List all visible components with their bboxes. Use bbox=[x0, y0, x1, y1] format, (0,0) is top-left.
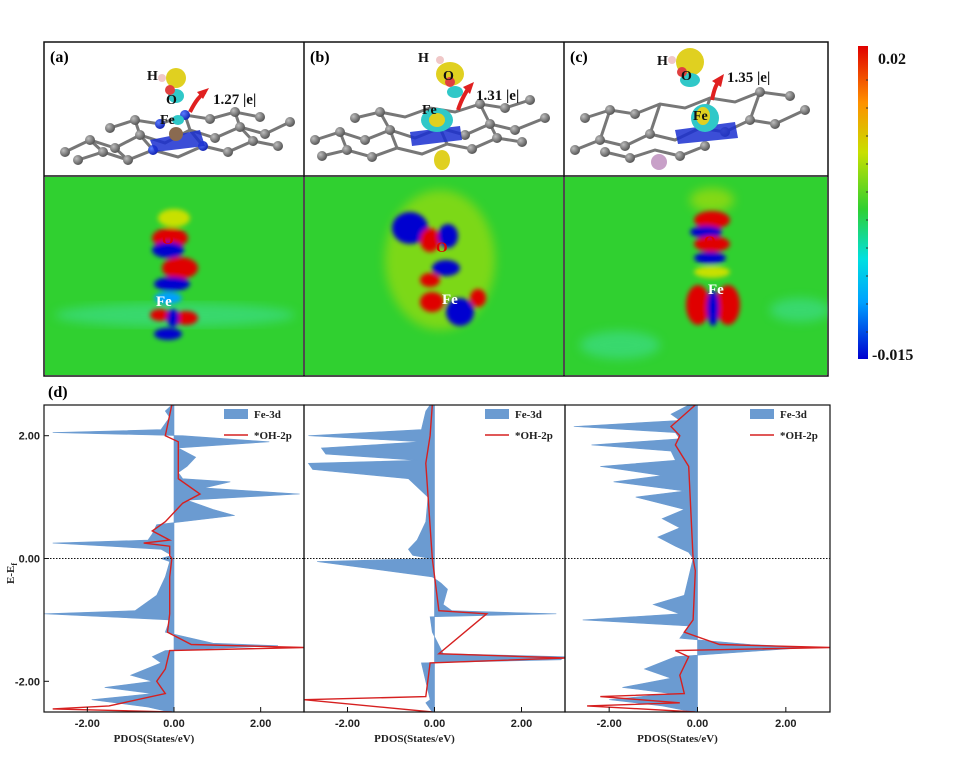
pdos-plot-area-3 bbox=[573, 405, 830, 712]
series-oh2p-line-3 bbox=[587, 405, 830, 712]
x-axis-label-2: PDOS(States/eV) bbox=[374, 733, 455, 745]
pdos-plot-area-1 bbox=[44, 405, 304, 712]
x-tick-label-1-1: 0.00 bbox=[163, 718, 184, 730]
atom-fe-c: Fe bbox=[693, 109, 708, 124]
x-tick-label-3-0: -2.00 bbox=[597, 718, 622, 730]
y-tick-label-2: -2.00 bbox=[15, 676, 40, 688]
series-oh2p-line-2 bbox=[304, 405, 565, 712]
charge-a: 1.27 |e| bbox=[213, 92, 256, 108]
legend-swatch-fe3d-1 bbox=[224, 409, 248, 419]
x-axis-label-3: PDOS(States/eV) bbox=[637, 733, 718, 745]
structure-a bbox=[60, 68, 295, 165]
y-tick-label-1: 0.00 bbox=[19, 554, 40, 566]
charge-c: 1.35 |e| bbox=[727, 70, 770, 86]
legend-label-oh2p-2: *OH-2p bbox=[515, 430, 553, 442]
legend-label-oh2p-1: *OH-2p bbox=[254, 430, 292, 442]
legend-swatch-fe3d-2 bbox=[485, 409, 509, 419]
pdos-y-axis-label: E-Ef bbox=[5, 563, 19, 584]
atom-h-a: H bbox=[147, 69, 158, 84]
atom-fe-b: Fe bbox=[422, 103, 437, 118]
atom-h-b: H bbox=[418, 51, 429, 66]
map-atom-o-a: O bbox=[162, 232, 174, 248]
colorbar-min-label: -0.015 bbox=[872, 347, 913, 364]
panel-label-b: (b) bbox=[310, 49, 330, 66]
panel-label-d: (d) bbox=[48, 384, 68, 401]
pdos-plot-area-2 bbox=[304, 405, 565, 712]
map-a: O Fe bbox=[55, 209, 295, 340]
y-tick-label-0: 2.00 bbox=[19, 431, 40, 443]
x-tick-label-2-0: -2.00 bbox=[335, 718, 360, 730]
map-c: O Fe bbox=[580, 188, 828, 359]
charge-density-maps: O Fe O Fe bbox=[45, 177, 828, 375]
pdos-panels: -2.00 0.00 2.00 2.00 0.00 -2.00 PDOS(States/eV… bbox=[15, 404, 831, 745]
structure-c bbox=[570, 48, 810, 170]
atom-fe-a: Fe bbox=[160, 113, 175, 128]
legend-label-fe3d-1: Fe-3d bbox=[254, 409, 281, 421]
atom-o-c: O bbox=[681, 69, 692, 84]
x-tick-label-2-2: 2.00 bbox=[511, 718, 532, 730]
panel-label-a: (a) bbox=[50, 49, 69, 66]
atom-h-c: H bbox=[657, 54, 668, 69]
legend-label-fe3d-2: Fe-3d bbox=[515, 409, 542, 421]
x-tick-label-1-0: -2.00 bbox=[75, 718, 100, 730]
charge-b: 1.31 |e| bbox=[476, 88, 519, 104]
colorbar-gradient bbox=[858, 46, 868, 359]
map-atom-fe-b: Fe bbox=[442, 292, 458, 308]
map-atom-fe-a: Fe bbox=[156, 294, 172, 310]
ylabel-subscript-f: f bbox=[10, 563, 19, 566]
series-oh2p-line-1 bbox=[52, 405, 304, 712]
legend-swatch-fe3d-3 bbox=[750, 409, 774, 419]
x-tick-label-1-2: 2.00 bbox=[250, 718, 271, 730]
pdos-panel-3: -2.00 0.00 2.00 PDOS(States/eV) Fe-3d *OH-2p bbox=[564, 404, 831, 745]
series-fe3d-area-2 bbox=[307, 405, 565, 712]
panel-label-c: (c) bbox=[570, 49, 588, 66]
map-atom-o-c: O bbox=[704, 234, 716, 250]
structure-panels: (a) (b) (c) H O Fe 1.27 |e| H O Fe 1.31 … bbox=[43, 41, 829, 377]
colorbar: 0.02 -0.015 bbox=[858, 46, 913, 364]
x-tick-label-2-1: 0.00 bbox=[424, 718, 445, 730]
legend-label-oh2p-3: *OH-2p bbox=[780, 430, 818, 442]
map-b: O Fe bbox=[385, 190, 495, 330]
pdos-panel-2: -2.00 0.00 2.00 PDOS(States/eV) Fe-3d *OH-2p bbox=[303, 404, 566, 745]
x-tick-label-3-1: 0.00 bbox=[687, 718, 708, 730]
map-atom-fe-c: Fe bbox=[708, 282, 724, 298]
structure-b bbox=[310, 56, 550, 170]
atom-o-a: O bbox=[166, 93, 177, 108]
legend-label-fe3d-3: Fe-3d bbox=[780, 409, 807, 421]
x-axis-label-1: PDOS(States/eV) bbox=[114, 733, 195, 745]
pdos-panel-1: -2.00 0.00 2.00 2.00 0.00 -2.00 PDOS(States/eV… bbox=[15, 404, 305, 745]
x-tick-label-3-2: 2.00 bbox=[775, 718, 796, 730]
series-fe3d-area-3 bbox=[573, 405, 808, 712]
map-atom-o-b: O bbox=[436, 240, 448, 256]
atom-o-b: O bbox=[443, 69, 454, 84]
colorbar-max-label: 0.02 bbox=[878, 51, 906, 68]
